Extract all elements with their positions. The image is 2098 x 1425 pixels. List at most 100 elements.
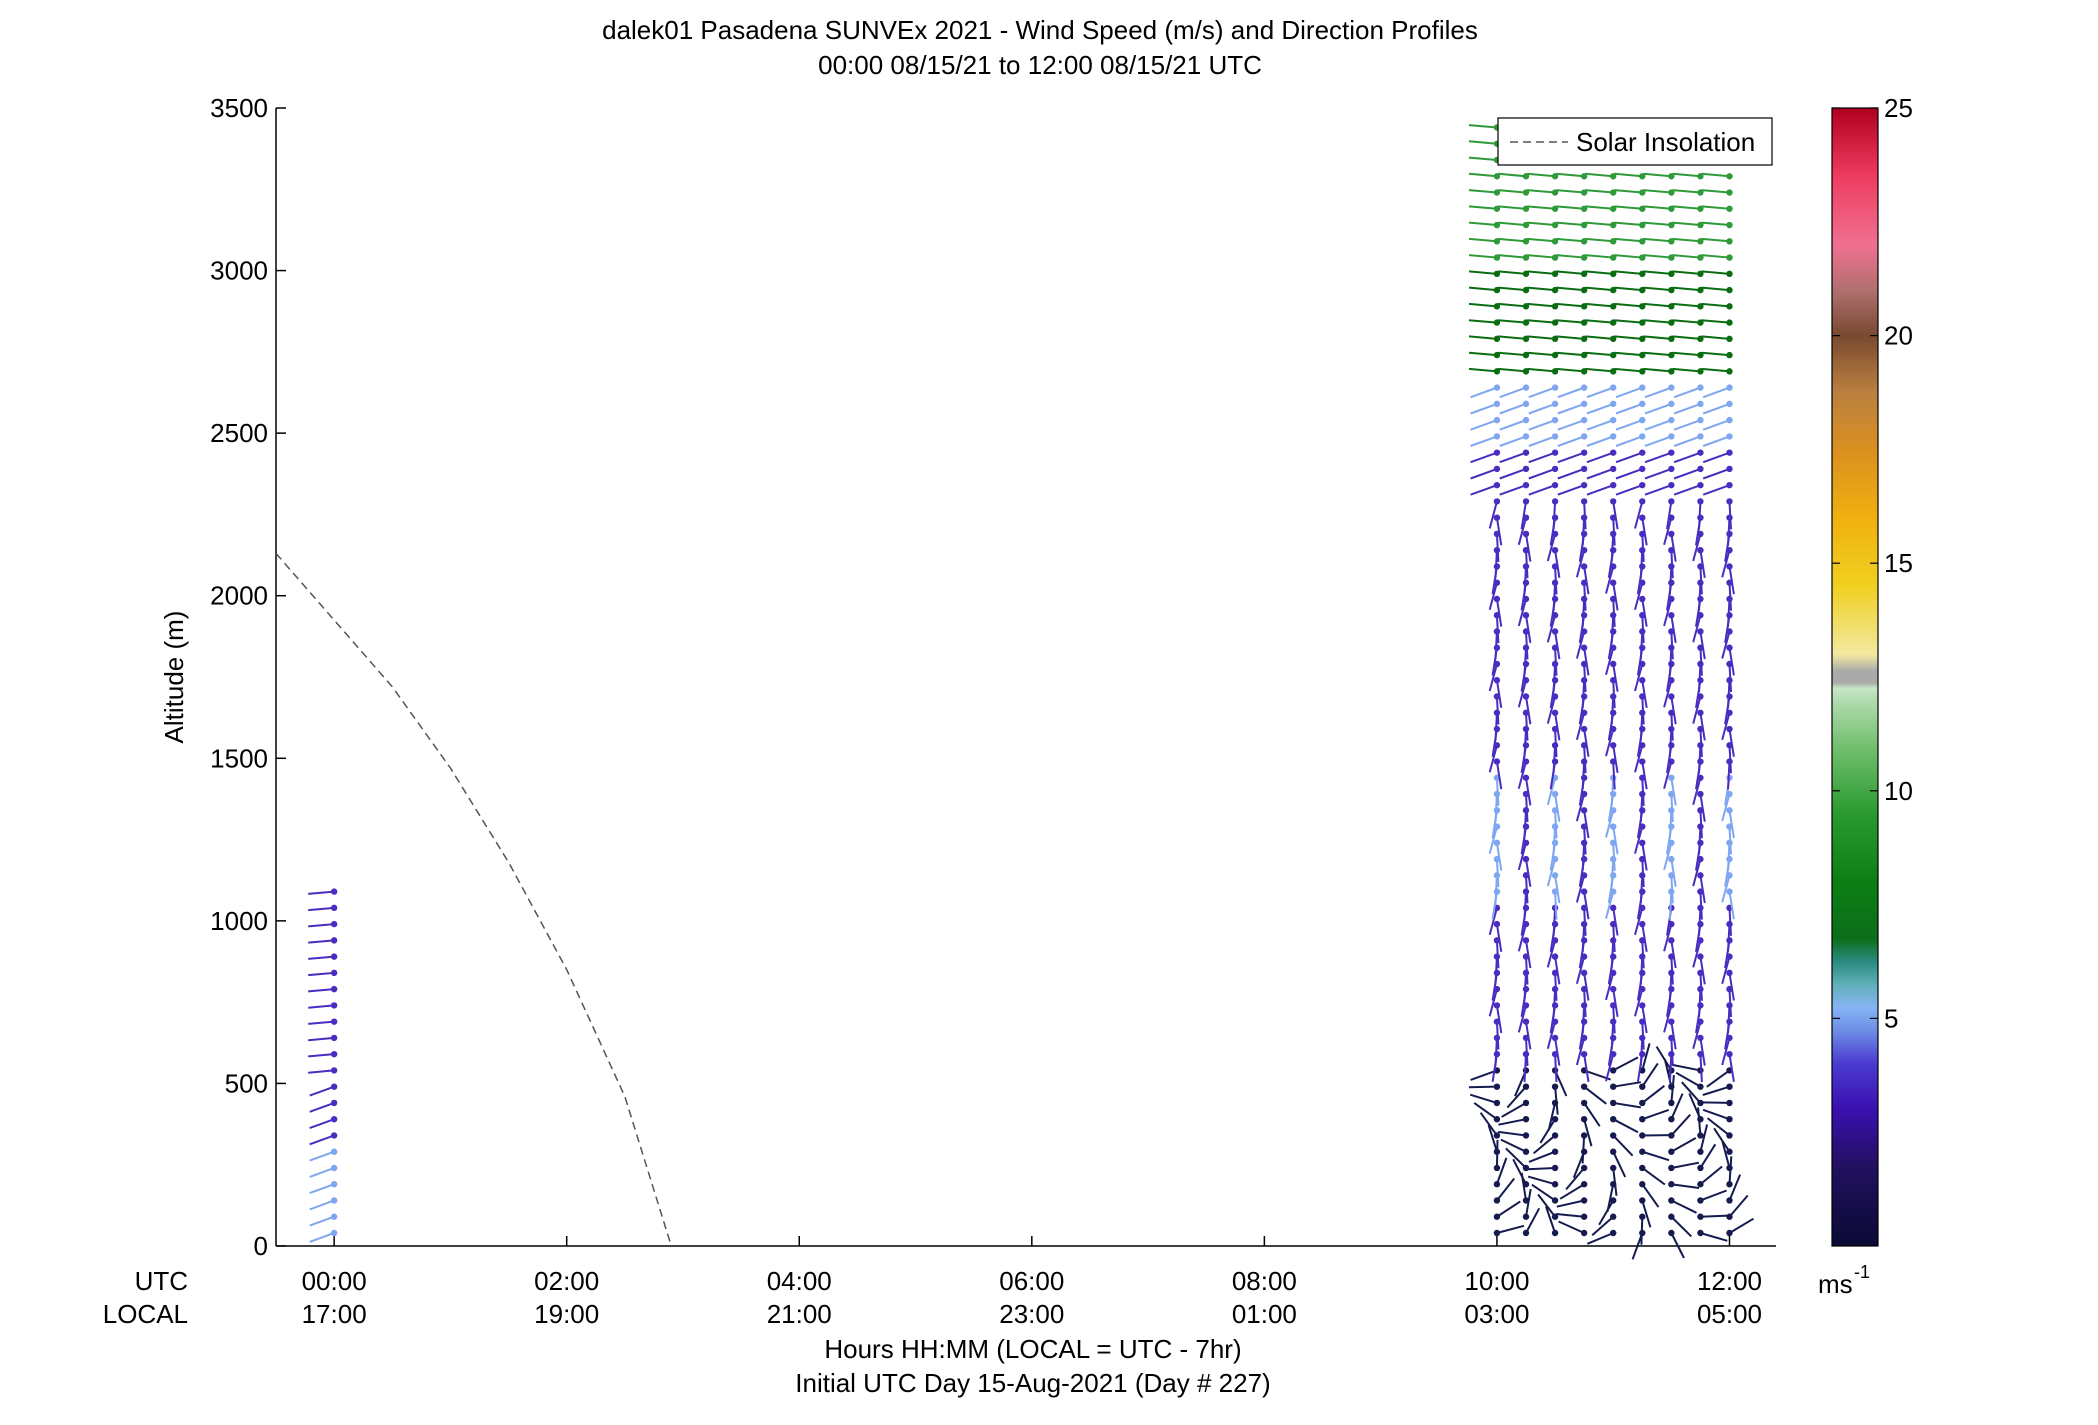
- wind-barb: [1528, 467, 1556, 480]
- wind-barb: [1556, 1199, 1585, 1208]
- wind-barb: [1615, 435, 1643, 447]
- wind-barb: [1470, 1069, 1498, 1081]
- wind-barb: [1575, 631, 1586, 659]
- wind-point: [1610, 904, 1617, 912]
- y-tick-label: 1000: [210, 906, 268, 936]
- wind-point: [1726, 400, 1733, 408]
- wind-barb: [1614, 237, 1643, 243]
- wind-barb: [309, 1101, 335, 1113]
- wind-point: [1610, 1115, 1617, 1123]
- wind-barb: [1641, 598, 1648, 627]
- wind-barb: [1546, 696, 1557, 724]
- wind-barb: [1721, 631, 1731, 659]
- wind-barb: [1692, 940, 1702, 968]
- wind-barb: [1728, 647, 1735, 676]
- wind-point: [1697, 449, 1704, 456]
- wind-barb: [1701, 335, 1730, 340]
- wind-barb: [1586, 386, 1614, 399]
- wind-barb: [1673, 386, 1701, 399]
- wind-barb: [1479, 1112, 1498, 1137]
- y-tick-label: 500: [225, 1068, 268, 1098]
- wind-point: [330, 1002, 338, 1009]
- wind-barb: [1583, 1118, 1593, 1147]
- wind-point: [1668, 1181, 1675, 1188]
- y-tick-label: 3500: [210, 93, 268, 123]
- wind-barb: [1641, 680, 1648, 709]
- wind-barb: [308, 906, 335, 912]
- wind-point: [1726, 384, 1733, 391]
- wind-barb: [1610, 533, 1615, 562]
- wind-barb: [1612, 517, 1616, 546]
- wind-barb: [1488, 745, 1498, 773]
- wind-point: [1580, 1083, 1588, 1090]
- wind-point: [1668, 1099, 1675, 1107]
- wind-barb: [309, 1232, 335, 1243]
- wind-barb: [1546, 858, 1557, 887]
- wind-barb: [1692, 614, 1702, 643]
- wind-barb: [1663, 679, 1673, 708]
- wind-barb: [1702, 402, 1730, 415]
- wind-barb: [1581, 842, 1586, 871]
- wind-barb: [1558, 1220, 1585, 1234]
- wind-point: [1697, 1164, 1704, 1172]
- wind-point: [1551, 449, 1559, 456]
- wind-barb: [1670, 858, 1677, 887]
- wind-point: [1580, 644, 1588, 651]
- wind-barb: [1668, 566, 1673, 595]
- wind-barb: [1495, 517, 1503, 546]
- wind-barb: [1641, 1167, 1666, 1186]
- wind-barb: [1495, 533, 1500, 562]
- wind-barb: [1643, 367, 1672, 373]
- wind-barb: [1498, 367, 1527, 373]
- wind-point: [330, 888, 338, 895]
- wind-point: [1610, 400, 1617, 408]
- wind-point: [1493, 1164, 1501, 1172]
- wind-point: [1726, 481, 1733, 489]
- wind-barb: [1670, 533, 1677, 562]
- local-row-label: LOCAL: [103, 1299, 188, 1329]
- wind-point: [1726, 205, 1733, 212]
- wind-barb: [1494, 550, 1498, 579]
- wind-point: [1580, 1132, 1588, 1139]
- wind-point: [1551, 1148, 1559, 1155]
- wind-barb: [1670, 940, 1677, 969]
- wind-point: [1493, 514, 1501, 521]
- wind-barb: [1728, 810, 1735, 839]
- wind-barb: [1615, 402, 1643, 415]
- wind-barb: [1583, 1054, 1590, 1082]
- wind-barb: [1668, 810, 1673, 839]
- wind-point: [1697, 1034, 1704, 1042]
- wind-barb: [1583, 501, 1587, 530]
- wind-point: [1551, 709, 1559, 716]
- wind-barb: [1639, 550, 1644, 579]
- wind-barb: [1495, 1157, 1508, 1185]
- wind-point: [1639, 449, 1646, 456]
- wind-barb: [1698, 907, 1702, 936]
- wind-barb: [1668, 728, 1673, 758]
- wind-point: [1697, 1115, 1704, 1123]
- wind-barb: [1641, 533, 1645, 562]
- wind-point: [1668, 1132, 1675, 1139]
- wind-barb: [1552, 989, 1557, 1018]
- wind-point: [1668, 1164, 1675, 1172]
- wind-barb: [1614, 367, 1643, 373]
- wind-point: [1668, 530, 1675, 538]
- wind-barb: [1583, 826, 1587, 855]
- wind-barb: [1727, 761, 1731, 790]
- wind-point: [1522, 530, 1530, 538]
- wind-point: [1551, 416, 1559, 424]
- wind-barb: [1640, 1216, 1644, 1245]
- wind-point: [1726, 416, 1733, 424]
- wind-barb: [1498, 335, 1527, 340]
- wind-barb: [1581, 924, 1586, 953]
- wind-barb: [1698, 663, 1702, 693]
- wind-barb: [1528, 451, 1556, 464]
- wind-barb: [1498, 302, 1527, 308]
- wind-barbs-layer: [308, 124, 1755, 1260]
- wind-barb: [1468, 351, 1498, 357]
- wind-point: [1610, 579, 1617, 586]
- wind-barb: [1641, 1183, 1660, 1208]
- wind-barb: [1663, 761, 1673, 789]
- wind-barb: [1470, 484, 1498, 496]
